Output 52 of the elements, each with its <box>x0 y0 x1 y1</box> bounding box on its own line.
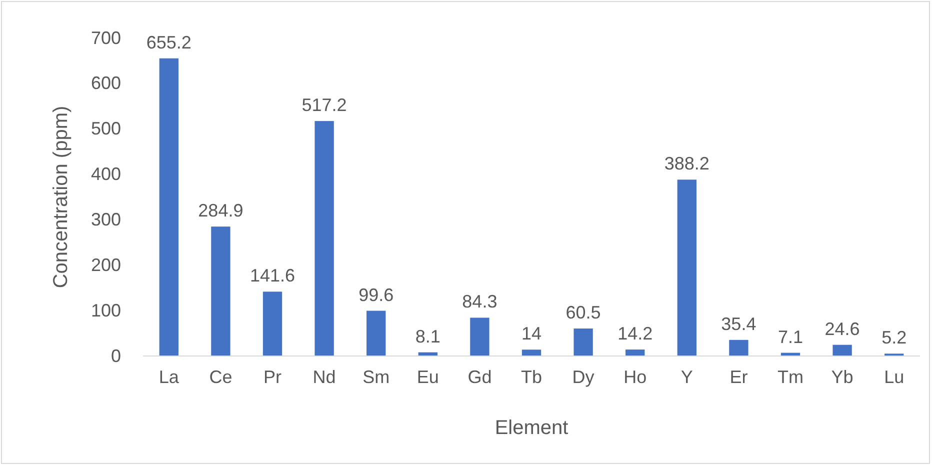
bar <box>626 350 645 356</box>
bar <box>262 292 282 356</box>
data-label: 655.2 <box>146 32 192 52</box>
x-tick-label: Lu <box>884 366 904 387</box>
x-tick-label: Ho <box>624 366 647 387</box>
y-tick-label: 600 <box>90 73 121 94</box>
bar <box>832 344 852 356</box>
y-tick-label: 100 <box>90 300 121 320</box>
x-tick-label: Tm <box>778 366 804 387</box>
data-label: 14.2 <box>618 324 653 344</box>
y-tick-label: 400 <box>90 164 121 184</box>
bar <box>314 121 334 356</box>
data-label: 7.1 <box>778 326 804 347</box>
data-label: 141.6 <box>250 266 296 286</box>
bar <box>677 180 696 356</box>
y-axis-title: Concentration (ppm) <box>50 106 72 288</box>
bar <box>211 226 230 356</box>
x-tick-label: Sm <box>362 366 390 387</box>
x-tick-label: Dy <box>572 366 594 387</box>
x-tick-label: Er <box>730 366 748 387</box>
x-tick-label: Y <box>680 366 693 387</box>
bar <box>522 350 542 356</box>
bar <box>470 318 490 356</box>
bar <box>574 328 593 356</box>
x-tick-label: Ce <box>209 366 232 387</box>
data-label: 8.1 <box>415 326 440 346</box>
x-tick-label: Yb <box>831 366 854 387</box>
data-label: 14 <box>521 324 542 344</box>
x-tick-label: Tb <box>520 366 542 387</box>
y-tick-label: 300 <box>90 209 121 230</box>
data-label: 60.5 <box>566 302 601 323</box>
y-tick-label: 700 <box>90 28 121 48</box>
x-tick-label: Nd <box>312 366 336 387</box>
y-tick-label: 500 <box>90 118 121 139</box>
x-axis-title: Element <box>494 417 569 439</box>
x-tick-label: Eu <box>416 366 439 387</box>
data-label: 5.2 <box>882 328 907 348</box>
data-label: 284.9 <box>198 200 244 221</box>
x-tick-label: La <box>158 366 180 387</box>
y-tick-label: 200 <box>90 254 121 275</box>
y-tick-label: 0 <box>110 346 121 366</box>
data-label: 388.2 <box>664 154 710 174</box>
bar <box>366 310 386 356</box>
data-label: 99.6 <box>358 284 394 305</box>
x-tick-label: Gd <box>468 366 492 387</box>
bar <box>159 58 178 356</box>
data-label: 35.4 <box>721 314 756 334</box>
bar <box>729 340 748 356</box>
x-tick-label: Pr <box>264 366 282 387</box>
data-label: 517.2 <box>302 95 347 116</box>
data-label: 84.3 <box>462 292 498 312</box>
data-label: 24.6 <box>824 318 860 339</box>
